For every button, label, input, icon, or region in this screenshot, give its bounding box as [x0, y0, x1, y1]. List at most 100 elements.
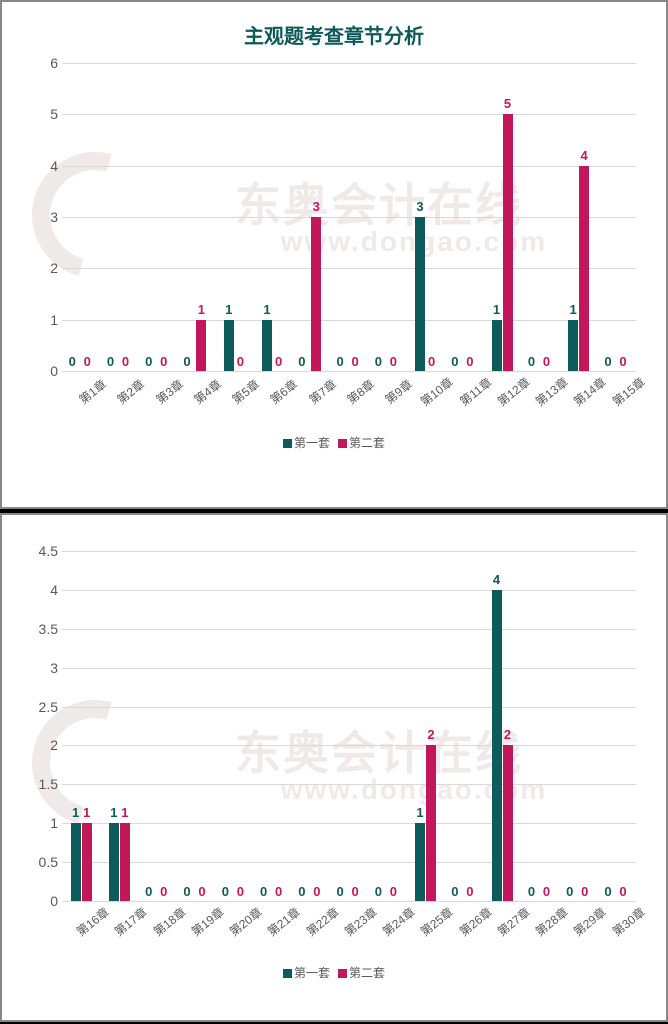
y-tick-label: 2	[32, 260, 58, 276]
bar-group: 30	[406, 63, 444, 371]
bar-value-label: 1	[83, 805, 90, 820]
legend-label: 第二套	[349, 966, 385, 980]
y-tick-label: 1	[32, 312, 58, 328]
bar-value-label: 0	[107, 354, 114, 369]
bar-value-label: 1	[72, 805, 79, 820]
bar-value-label: 1	[225, 302, 232, 317]
bar-value-label: 0	[336, 884, 343, 899]
bar-value-label: 0	[543, 354, 550, 369]
bar-group: 00	[368, 63, 406, 371]
legend-2: 第一套 第二套	[2, 934, 666, 981]
bar-group: 00	[521, 63, 559, 371]
bar-value-label: 0	[122, 354, 129, 369]
bar-group: 00	[368, 551, 406, 901]
chart-panel-2: 东奥会计在线 www.dongao.com 00.511.522.533.544…	[0, 513, 668, 1022]
y-tick-label: 4	[32, 158, 58, 174]
bar-group: 10	[253, 63, 291, 371]
bar: 2	[503, 745, 513, 901]
bar-value-label: 2	[504, 727, 511, 742]
bar-value-label: 0	[351, 354, 358, 369]
y-tick-label: 4.5	[32, 543, 58, 559]
chart-title: 主观题考查章节分析	[2, 2, 666, 55]
legend-item: 第一套	[283, 966, 330, 980]
legend-label: 第一套	[294, 436, 330, 450]
bar-group: 00	[177, 551, 215, 901]
bar-group: 11	[62, 551, 100, 901]
bar: 1	[415, 823, 425, 901]
bar-value-label: 0	[375, 884, 382, 899]
bar-value-label: 0	[298, 354, 305, 369]
bar-value-label: 0	[543, 884, 550, 899]
y-tick-label: 0	[32, 893, 58, 909]
bar-value-label: 0	[84, 354, 91, 369]
bar-value-label: 0	[183, 354, 190, 369]
y-tick-label: 1.5	[32, 776, 58, 792]
bar-value-label: 0	[260, 884, 267, 899]
y-tick-label: 2.5	[32, 699, 58, 715]
bar: 4	[492, 590, 502, 901]
y-tick-label: 4	[32, 582, 58, 598]
bar-value-label: 0	[451, 354, 458, 369]
bar-value-label: 1	[569, 302, 576, 317]
bar: 3	[311, 217, 321, 371]
bar-value-label: 1	[263, 302, 270, 317]
bar-value-label: 0	[198, 884, 205, 899]
bar-value-label: 0	[237, 884, 244, 899]
bar-value-label: 3	[416, 199, 423, 214]
bar: 1	[109, 823, 119, 901]
bar-group: 00	[598, 551, 636, 901]
bar-value-label: 0	[619, 354, 626, 369]
bar-value-label: 2	[427, 727, 434, 742]
legend-item: 第一套	[283, 436, 330, 450]
y-tick-label: 3	[32, 660, 58, 676]
bar: 1	[196, 320, 206, 371]
bar-group: 00	[62, 63, 100, 371]
bar-group: 42	[483, 551, 521, 901]
bar: 1	[82, 823, 92, 901]
bar-group: 00	[215, 551, 253, 901]
bar: 4	[579, 166, 589, 371]
bar-value-label: 0	[390, 884, 397, 899]
bar-value-label: 0	[528, 354, 535, 369]
bar-value-label: 0	[566, 884, 573, 899]
bar-value-label: 1	[110, 805, 117, 820]
bar-value-label: 0	[313, 884, 320, 899]
y-tick-label: 6	[32, 55, 58, 71]
legend-label: 第一套	[294, 966, 330, 980]
bar-value-label: 0	[69, 354, 76, 369]
y-tick-label: 3	[32, 209, 58, 225]
bar-value-label: 1	[198, 302, 205, 317]
bar-group: 15	[483, 63, 521, 371]
y-tick-label: 0.5	[32, 854, 58, 870]
bar: 1	[568, 320, 578, 371]
bar-group: 12	[406, 551, 444, 901]
y-tick-label: 3.5	[32, 621, 58, 637]
bar-group: 00	[521, 551, 559, 901]
bar-value-label: 0	[581, 884, 588, 899]
bar-value-label: 4	[580, 148, 587, 163]
bar-value-label: 0	[428, 354, 435, 369]
bar-value-label: 4	[493, 572, 500, 587]
bar-group: 00	[598, 63, 636, 371]
bar: 2	[426, 745, 436, 901]
bar-group: 00	[253, 551, 291, 901]
bar-value-label: 0	[390, 354, 397, 369]
bar-group: 00	[559, 551, 597, 901]
bar-value-label: 0	[604, 884, 611, 899]
bar-value-label: 0	[619, 884, 626, 899]
bar-value-label: 0	[375, 354, 382, 369]
plot-area-1: 0123456000000011010030000300015001400	[62, 63, 636, 371]
bar-value-label: 0	[275, 354, 282, 369]
bar-value-label: 0	[160, 884, 167, 899]
legend-item: 第二套	[338, 966, 385, 980]
y-tick-label: 2	[32, 737, 58, 753]
bar-value-label: 0	[336, 354, 343, 369]
y-tick-label: 0	[32, 363, 58, 379]
legend-label: 第二套	[349, 436, 385, 450]
bar-value-label: 0	[451, 884, 458, 899]
y-tick-label: 5	[32, 106, 58, 122]
bar-group: 00	[139, 63, 177, 371]
plot-area-2: 00.511.522.533.544.511110000000000000012…	[62, 551, 636, 901]
bar: 1	[224, 320, 234, 371]
legend-swatch	[283, 969, 292, 978]
